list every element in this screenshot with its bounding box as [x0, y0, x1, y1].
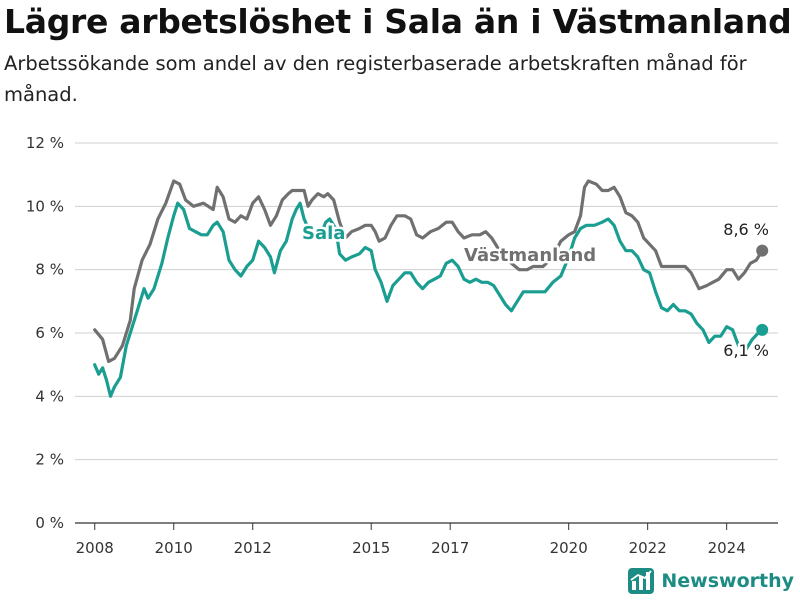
- chart-subtitle: Arbetssökande som andel av den registerb…: [4, 52, 747, 106]
- y-tick-label: 10 %: [26, 197, 64, 215]
- series-end-point-sala: [756, 323, 769, 336]
- end-value-label-sala: 6,1 %: [723, 341, 769, 360]
- x-tick-label: 2008: [76, 539, 114, 557]
- x-tick-label: 2017: [431, 539, 469, 557]
- series-line-vastmanland: [93, 179, 764, 364]
- x-tick-label: 2010: [155, 539, 193, 557]
- brand-name: Newsworthy: [661, 570, 794, 592]
- x-tick-label: 2022: [629, 539, 667, 557]
- y-tick-label: 8 %: [35, 261, 64, 279]
- y-tick-label: 12 %: [26, 134, 64, 152]
- y-tick-label: 4 %: [35, 387, 64, 405]
- x-tick-label: 2024: [708, 539, 746, 557]
- series-line-sala: [93, 201, 764, 398]
- series-end-point-vastmanland: [756, 244, 769, 257]
- series-label-sala: Sala: [302, 223, 345, 244]
- end-value-label-vastmanland: 8,6 %: [723, 220, 769, 239]
- y-tick-label: 6 %: [35, 324, 64, 342]
- x-tick-label: 2020: [550, 539, 588, 557]
- series-label-vastmanland: Västmanland: [464, 245, 596, 266]
- newsworthy-logo-icon: [628, 568, 655, 594]
- brand-logo: Newsworthy: [628, 568, 794, 594]
- x-tick-label: 2012: [234, 539, 272, 557]
- y-tick-label: 2 %: [35, 451, 64, 469]
- x-tick-label: 2015: [352, 539, 390, 557]
- chart-title: Lägre arbetslöshet i Sala än i Västmanla…: [4, 2, 792, 41]
- y-tick-label: 0 %: [35, 514, 64, 532]
